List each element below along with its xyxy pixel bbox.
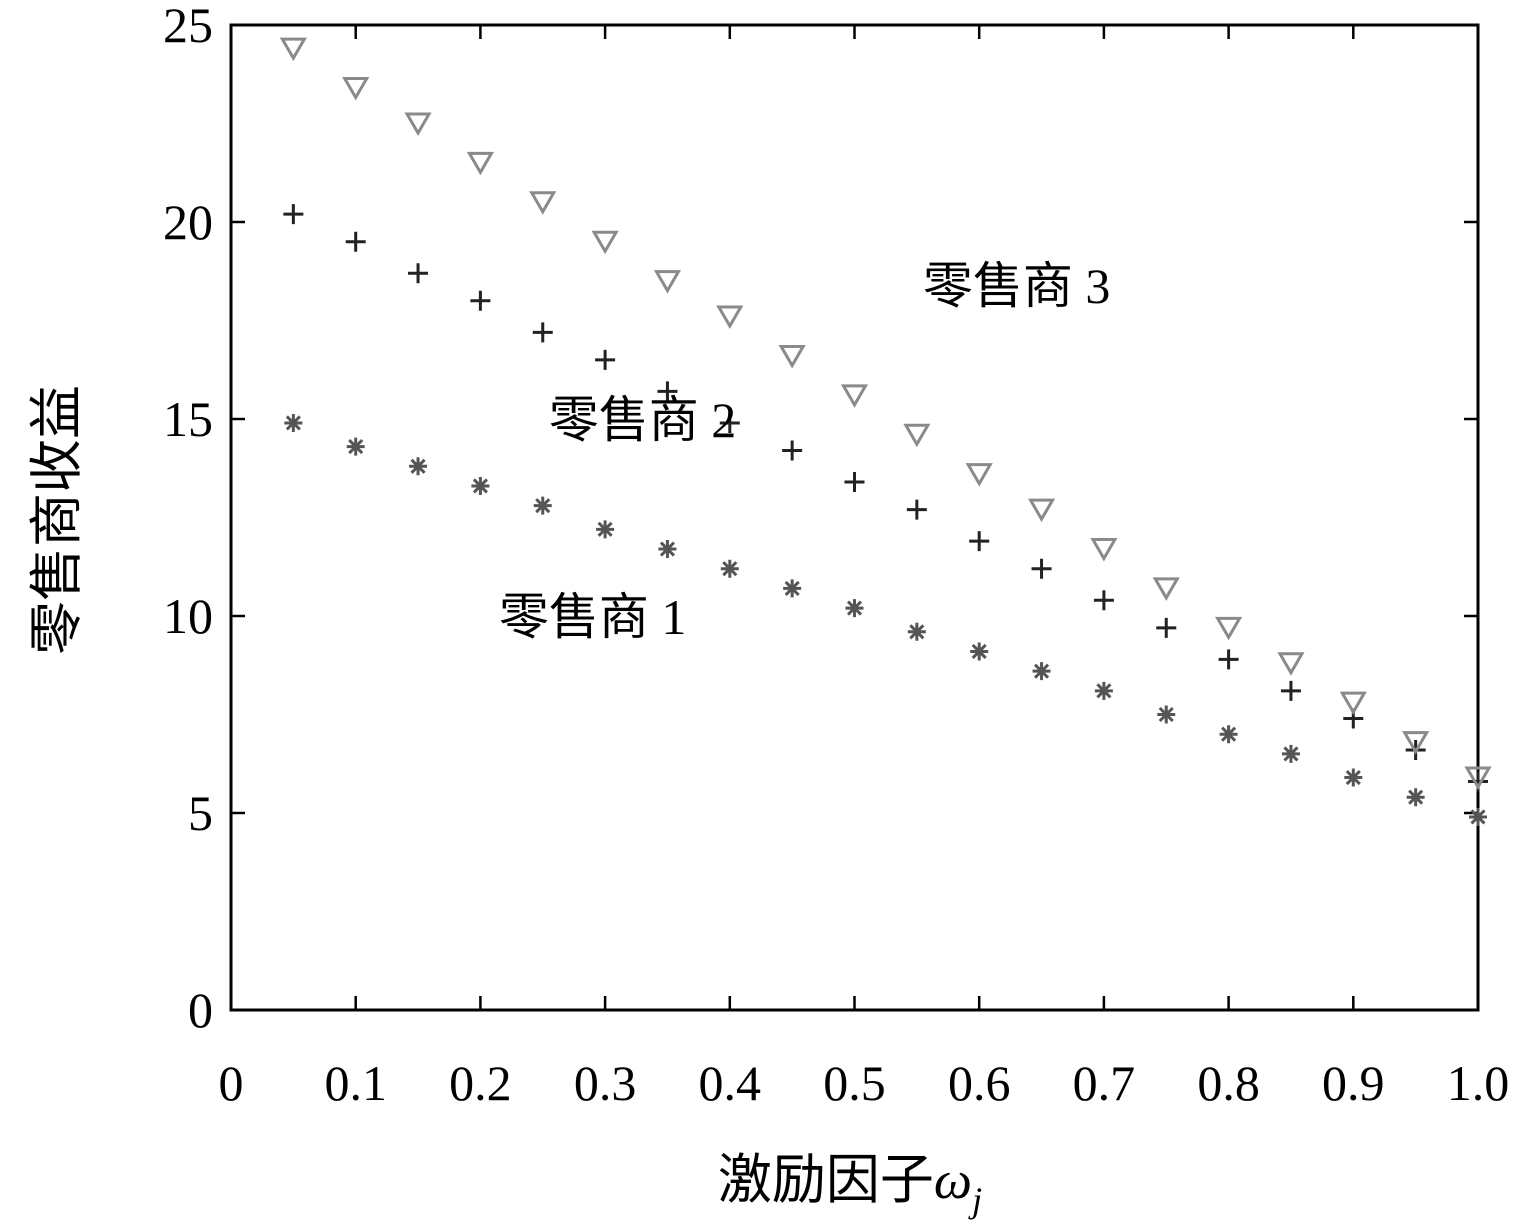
point-plus — [844, 472, 865, 493]
x-tick-label: 0.1 — [324, 1055, 387, 1111]
point-triangle — [1402, 731, 1430, 755]
point-asterisk — [1157, 705, 1176, 724]
x-axis-label-text: 激励因子 — [718, 1150, 934, 1210]
point-asterisk — [409, 457, 428, 476]
point-asterisk — [471, 476, 490, 495]
x-tick-label: 0.6 — [948, 1055, 1011, 1111]
y-tick-label: 5 — [188, 785, 213, 841]
point-triangle — [1339, 691, 1367, 716]
point-plus — [1218, 649, 1239, 670]
series-3 — [279, 37, 1492, 791]
point-asterisk — [783, 579, 802, 598]
point-plus — [595, 349, 616, 370]
point-triangle — [466, 151, 495, 176]
y-ticks-layer: 0 5 10 15 20 25 — [163, 0, 1478, 1038]
point-plus — [969, 531, 990, 552]
y-tick-label: 25 — [163, 0, 213, 53]
point-triangle — [404, 112, 432, 136]
point-triangle — [342, 77, 370, 101]
point-asterisk — [1219, 725, 1238, 744]
point-plus — [1031, 558, 1052, 579]
x-axis-label: 激励因子ωj — [718, 1150, 982, 1220]
y-tick-label: 0 — [188, 982, 213, 1038]
point-plus — [283, 204, 304, 225]
x-tick-label: 0.3 — [574, 1055, 637, 1111]
point-plus — [1093, 590, 1114, 611]
point-asterisk — [720, 559, 739, 578]
x-tick-label: 0.4 — [699, 1055, 762, 1111]
point-triangle — [1277, 652, 1305, 676]
x-axis-label-subscript: j — [968, 1180, 982, 1220]
point-asterisk — [970, 642, 989, 661]
point-asterisk — [346, 437, 365, 456]
point-plus — [782, 440, 803, 461]
y-tick-label: 20 — [163, 194, 213, 250]
point-triangle — [965, 463, 993, 487]
point-triangle — [279, 37, 307, 62]
point-plus — [657, 381, 678, 402]
point-triangle — [653, 270, 682, 294]
point-triangle — [1152, 577, 1180, 601]
point-plus — [1156, 617, 1177, 638]
annotation-retailer-3: 零售商 3 — [923, 258, 1111, 314]
point-triangle — [591, 230, 619, 255]
point-triangle — [1027, 498, 1056, 523]
point-plus — [906, 499, 927, 520]
plot-frame — [229, 23, 1480, 1012]
y-axis-label: 零售商收益 — [27, 385, 87, 655]
point-triangle — [1214, 616, 1243, 641]
point-triangle — [1464, 766, 1492, 791]
point-plus — [719, 412, 740, 433]
annotation-retailer-1: 零售商 1 — [499, 589, 687, 645]
x-tick-label: 0.9 — [1322, 1055, 1385, 1111]
point-asterisk — [1469, 807, 1487, 826]
series-layer — [279, 37, 1492, 826]
x-axis-label-symbol: ω — [934, 1150, 972, 1210]
point-triangle — [529, 191, 557, 215]
point-asterisk — [596, 520, 615, 539]
point-asterisk — [845, 599, 864, 618]
point-triangle — [903, 423, 931, 448]
point-asterisk — [1281, 744, 1300, 763]
y-tick-label: 15 — [163, 391, 213, 447]
point-triangle — [716, 305, 744, 330]
series-2 — [283, 204, 1488, 792]
x-tick-label: 0.8 — [1197, 1055, 1260, 1111]
annotations-layer: 零售商 1 零售商 2 零售商 3 — [499, 258, 1110, 645]
point-asterisk — [1406, 788, 1425, 807]
point-plus — [532, 322, 553, 343]
point-asterisk — [1094, 681, 1113, 700]
x-tick-label: 1.0 — [1447, 1055, 1510, 1111]
x-ticks-layer: 0 0.1 0.2 0.3 0.4 0.5 0.6 0.7 0.8 0.9 1.0 — [219, 25, 1510, 1111]
series-1 — [284, 413, 1487, 826]
x-tick-label: 0 — [219, 1055, 244, 1111]
point-asterisk — [658, 540, 677, 559]
point-plus — [1280, 680, 1301, 701]
point-asterisk — [907, 622, 926, 641]
point-plus — [408, 263, 429, 284]
x-tick-label: 0.5 — [823, 1055, 886, 1111]
plot-frame-layer — [229, 23, 1480, 1012]
point-triangle — [840, 384, 869, 408]
point-asterisk — [1032, 662, 1051, 681]
annotation-retailer-2: 零售商 2 — [549, 392, 737, 448]
x-tick-label: 0.7 — [1073, 1055, 1136, 1111]
point-asterisk — [533, 496, 552, 515]
y-tick-label: 10 — [163, 588, 213, 644]
x-tick-label: 0.2 — [449, 1055, 512, 1111]
point-triangle — [1090, 538, 1118, 562]
point-plus — [470, 290, 491, 311]
point-asterisk — [1344, 768, 1363, 787]
point-plus — [345, 231, 366, 252]
point-asterisk — [284, 413, 303, 432]
point-triangle — [778, 344, 806, 369]
